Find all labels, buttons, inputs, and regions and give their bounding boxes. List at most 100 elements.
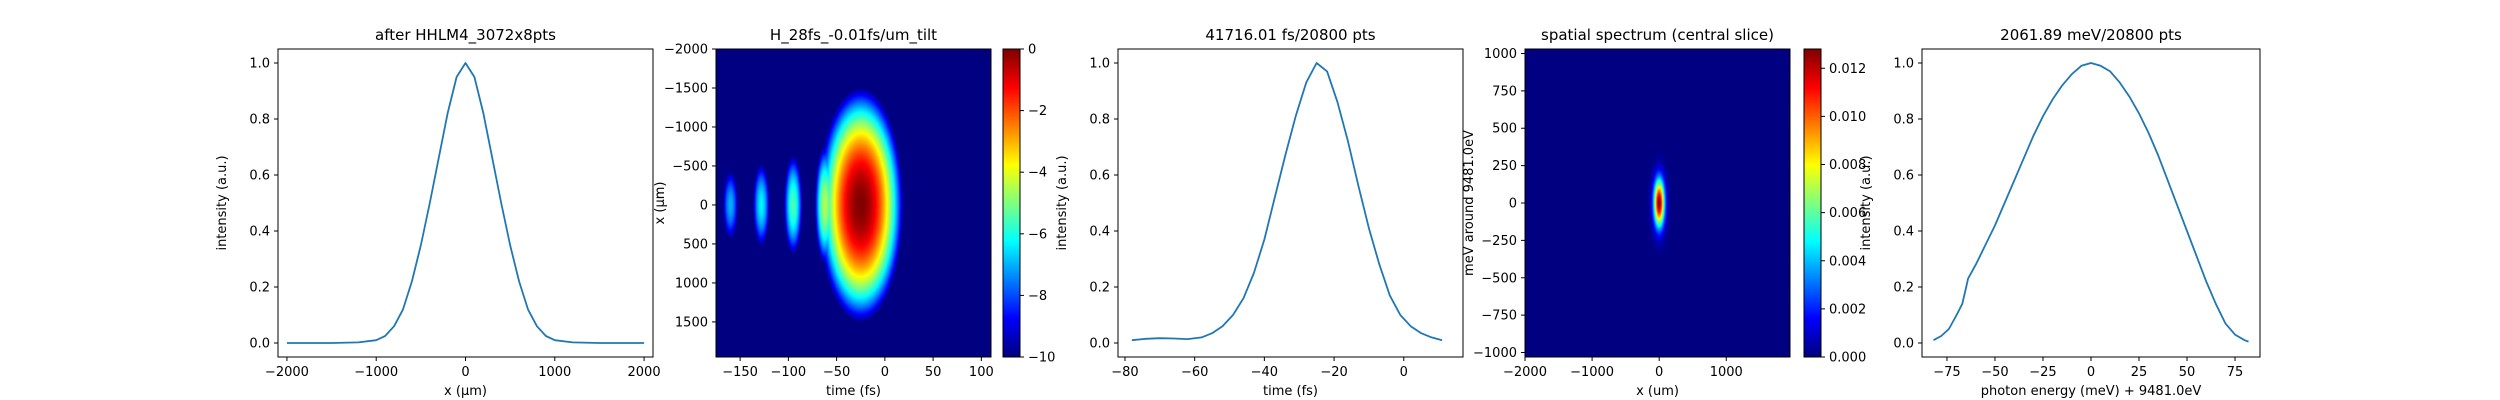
y-axis-label: intensity (a.u.) [215, 155, 230, 250]
y-tick-label: 0.2 [1893, 281, 1914, 296]
y-tick-label: 0.6 [249, 169, 270, 184]
y-axis-label: intensity (a.u.) [1055, 155, 1070, 250]
y-tick-label: 0.4 [249, 225, 270, 240]
x-tick-label: 25 [2131, 365, 2148, 380]
axes-frame [715, 48, 992, 358]
x-tick-label: 0 [461, 365, 469, 380]
series-line [286, 62, 645, 344]
y-tick-label: −1500 [664, 81, 708, 96]
colorbar-tick-label: 0.010 [1829, 110, 1866, 125]
y-tick-label: −1000 [664, 120, 708, 135]
panel-1: after HHLM4_3072x8pts −2000 −1000 0 1000 2000… [215, 26, 661, 399]
y-tick-label: 250 [1492, 159, 1517, 174]
y-tick-label: 0.8 [249, 113, 270, 128]
colorbar-tick-label: −8 [1028, 289, 1047, 304]
x-axis-label: time (fs) [826, 384, 881, 399]
x-axis-label: time (fs) [1263, 384, 1318, 399]
axes-frame [277, 48, 654, 358]
colorbar-gradient [1003, 49, 1020, 357]
y-tick-label: 500 [683, 237, 708, 252]
x-tick-label: 0 [881, 365, 889, 380]
y-tick-label: 0.0 [249, 337, 270, 352]
colorbar-tick-label: 0.008 [1829, 158, 1866, 173]
y-tick-label: 0 [700, 198, 708, 213]
y-axis-label: x (μm) [653, 182, 668, 225]
y-tick-label: 0.8 [1089, 113, 1110, 128]
series-line [1131, 62, 1443, 342]
y-tick-label: 0.0 [1893, 337, 1914, 352]
x-tick-label: −150 [722, 365, 758, 380]
x-tick-label: −75 [1933, 365, 1960, 380]
y-tick-label: −2000 [664, 43, 708, 58]
y-tick-label: 0.4 [1089, 225, 1110, 240]
colorbar-frame [1803, 48, 1822, 358]
y-tick-label: 0 [1509, 197, 1517, 212]
colorbar-tick-label: −6 [1028, 227, 1047, 242]
y-tick-label: 0.4 [1893, 225, 1914, 240]
y-tick-label: 1.0 [249, 57, 270, 72]
colorbar-frame [1002, 48, 1021, 358]
y-tick-label: −750 [1481, 309, 1517, 324]
colorbar-tick-label: 0.002 [1829, 302, 1866, 317]
y-tick-label: −250 [1481, 234, 1517, 249]
panel-2: H_28fs_-0.01fs/um_tilt−150 −100 −50 0 50 100−… [653, 26, 1055, 399]
x-tick-label: −60 [1181, 365, 1208, 380]
y-tick-label: 750 [1492, 84, 1517, 99]
panel-5: 2061.89 meV/20800 pts −75 −50 −25 0 25 50 75 0.0… [1859, 26, 2261, 399]
heatmap-image [1525, 49, 1790, 357]
x-tick-label: −2000 [1503, 365, 1547, 380]
x-tick-label: −25 [2029, 365, 2056, 380]
x-tick-label: 50 [925, 365, 942, 380]
x-tick-label: 50 [2179, 365, 2196, 380]
x-tick-label: 75 [2227, 365, 2244, 380]
y-axis-label: intensity (a.u.) [1859, 155, 1874, 250]
panel-title: 41716.01 fs/20800 pts [1205, 26, 1375, 44]
y-tick-label: 1000 [675, 276, 708, 291]
y-tick-label: 0.2 [1089, 281, 1110, 296]
colorbar-tick-label: −10 [1028, 351, 1055, 366]
y-tick-label: 0.8 [1893, 113, 1914, 128]
colorbar-tick-label: 0.006 [1829, 206, 1866, 221]
x-tick-label: −1000 [1570, 365, 1614, 380]
x-tick-label: 1000 [538, 365, 571, 380]
heatmap-image [716, 49, 991, 357]
colorbar-tick-label: 0.004 [1829, 254, 1866, 269]
y-tick-label: 0.0 [1089, 337, 1110, 352]
y-tick-label: 1.0 [1893, 57, 1914, 72]
x-tick-label: −20 [1320, 365, 1347, 380]
y-tick-label: 1500 [675, 315, 708, 330]
y-tick-label: 0.6 [1089, 169, 1110, 184]
colorbar-tick-label: 0 [1028, 43, 1036, 58]
x-tick-label: 2000 [628, 365, 661, 380]
panel-title: H_28fs_-0.01fs/um_tilt [770, 26, 937, 45]
y-tick-label: −500 [1481, 271, 1517, 286]
panel-title: 2061.89 meV/20800 pts [2000, 26, 2182, 44]
panel-title: spatial spectrum (central slice) [1541, 26, 1774, 44]
y-tick-label: 1000 [1484, 47, 1517, 62]
y-tick-label: 0.2 [249, 281, 270, 296]
x-tick-label: −100 [771, 365, 807, 380]
x-tick-label: 0 [1655, 365, 1663, 380]
x-tick-label: 1000 [1710, 365, 1743, 380]
x-axis-label: x (um) [1636, 384, 1679, 399]
y-tick-label: −500 [672, 159, 708, 174]
x-tick-label: −50 [1981, 365, 2008, 380]
axes-frame [1524, 48, 1791, 358]
panel-3: 41716.01 fs/20800 pts −80 −60 −40 −20 0 0.0 0.2… [1055, 26, 1464, 399]
x-axis-label: photon energy (meV) + 9481.0eV [1981, 384, 2202, 399]
colorbar-tick-label: 0.012 [1829, 62, 1866, 77]
x-tick-label: 0 [2087, 365, 2095, 380]
panel-4: spatial spectrum (central slice) −2000 −10… [1462, 26, 1866, 399]
x-tick-label: −2000 [265, 365, 309, 380]
colorbar-gradient [1804, 49, 1821, 357]
colorbar-tick-label: 0.000 [1829, 351, 1866, 366]
colorbar-tick-label: −2 [1028, 104, 1047, 119]
y-tick-label: 1.0 [1089, 57, 1110, 72]
x-tick-label: −80 [1111, 365, 1138, 380]
x-axis-label: x (μm) [444, 384, 487, 399]
axes-frame [1117, 48, 1464, 358]
x-tick-label: 0 [1400, 365, 1408, 380]
x-tick-label: 100 [969, 365, 994, 380]
series-line [1933, 62, 2249, 343]
